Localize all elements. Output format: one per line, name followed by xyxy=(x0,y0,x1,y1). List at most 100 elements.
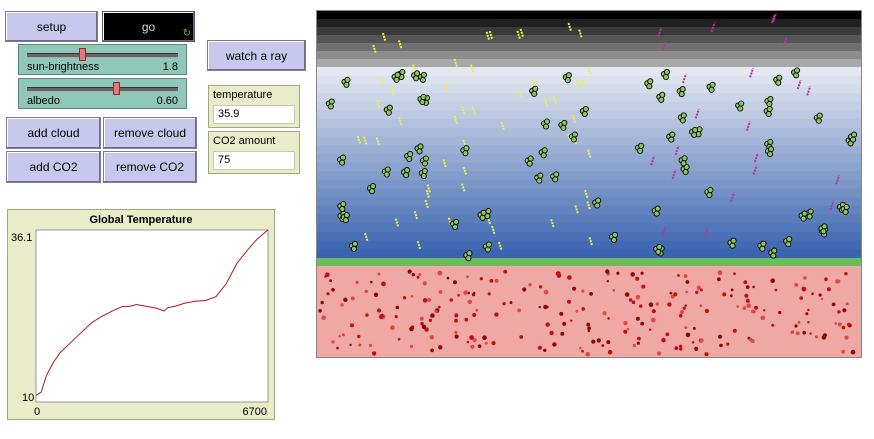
heat-dot xyxy=(517,308,521,313)
heat-dot xyxy=(494,278,499,283)
heat-dot xyxy=(466,340,470,344)
heat-dot xyxy=(795,331,800,336)
sky-band xyxy=(317,136,861,147)
heat-dot xyxy=(482,335,487,341)
heat-dot xyxy=(778,310,782,315)
heat-dot xyxy=(837,310,841,314)
sunray xyxy=(488,30,494,40)
sunray xyxy=(584,189,589,199)
albedo-slider[interactable]: albedo 0.60 xyxy=(18,78,187,109)
heat-dot xyxy=(722,292,727,297)
ground-strip xyxy=(317,258,861,266)
heat-dot xyxy=(364,289,368,294)
heat-dot xyxy=(694,346,699,351)
heat-dot xyxy=(824,277,828,282)
co2-molecule xyxy=(482,241,492,253)
slider-thumb[interactable] xyxy=(78,48,86,61)
heat-dot xyxy=(596,338,601,343)
sunray xyxy=(376,99,381,109)
sunray xyxy=(462,166,468,176)
heat-dot xyxy=(502,302,506,306)
sun-brightness-slider[interactable]: sun-brightness 1.8 xyxy=(18,44,187,75)
co2-molecule xyxy=(550,171,560,183)
x-min-label: 0 xyxy=(34,406,40,418)
heat-dot xyxy=(336,346,339,350)
sunray xyxy=(500,121,505,131)
sunray xyxy=(453,58,458,68)
heat-dot xyxy=(641,284,646,289)
heat-dot xyxy=(677,274,680,277)
co2-molecule xyxy=(727,237,737,249)
heat-dot xyxy=(487,292,491,296)
sunray xyxy=(485,31,491,41)
infrared-rays xyxy=(650,12,841,238)
heat-dot xyxy=(428,318,433,322)
co2-molecule xyxy=(540,118,551,130)
sky-band xyxy=(317,179,861,190)
world-view[interactable] xyxy=(316,10,862,358)
sunray xyxy=(461,106,466,115)
heat-dot xyxy=(475,308,479,312)
heat-dot xyxy=(365,313,369,317)
heat-dot xyxy=(809,332,812,335)
co2-molecule xyxy=(768,247,778,259)
slider-track xyxy=(27,87,178,92)
co2-molecule xyxy=(704,186,714,199)
space-band xyxy=(317,11,861,20)
co2-molecule xyxy=(678,155,688,167)
setup-button[interactable]: setup xyxy=(5,11,98,42)
heat-dot xyxy=(704,352,709,357)
co2-molecule xyxy=(848,131,858,143)
heat-dot xyxy=(350,323,354,328)
co2-molecule xyxy=(764,146,775,158)
sunray xyxy=(416,240,422,250)
infrared-ray xyxy=(772,12,778,23)
heat-dot xyxy=(570,319,573,322)
heat-dot xyxy=(635,316,640,321)
remove-cloud-button[interactable]: remove cloud xyxy=(103,117,197,149)
heat-dot xyxy=(826,287,831,292)
sunray xyxy=(426,184,431,193)
add-co2-button[interactable]: add CO2 xyxy=(6,151,101,183)
heat-dot xyxy=(446,276,450,280)
sunray xyxy=(442,159,447,168)
heat-dot xyxy=(696,285,701,290)
space-band xyxy=(317,27,861,36)
heat-dot xyxy=(545,322,550,327)
heat-dot xyxy=(453,280,457,285)
heat-dot xyxy=(612,289,616,292)
heat-dot xyxy=(635,276,640,281)
heat-dot xyxy=(454,318,458,323)
co2-molecule xyxy=(653,243,663,255)
heat-dot xyxy=(477,344,482,349)
heat-dot xyxy=(411,272,415,277)
heat-dot xyxy=(736,305,740,308)
heat-dot xyxy=(841,349,846,354)
co2-molecule xyxy=(417,93,427,106)
go-button[interactable]: go ↻ xyxy=(102,11,195,42)
co2-molecule xyxy=(735,100,745,112)
heat-dot xyxy=(546,305,549,309)
remove-co2-button[interactable]: remove CO2 xyxy=(103,151,197,183)
heat-dot xyxy=(746,303,751,309)
heat-dot xyxy=(803,276,807,280)
heat-dot xyxy=(321,315,326,321)
co2-molecule xyxy=(340,212,350,224)
sunray xyxy=(364,232,369,242)
add-cloud-button[interactable]: add cloud xyxy=(6,117,101,149)
temperature-monitor: temperature 35.9 xyxy=(208,85,300,128)
heat-dot xyxy=(370,280,373,284)
heat-dot xyxy=(699,304,703,308)
sunray xyxy=(372,44,377,54)
co2-molecule xyxy=(524,155,534,167)
sky-band xyxy=(317,249,861,259)
heat-dot xyxy=(837,322,842,327)
sunray xyxy=(574,205,579,214)
slider-thumb[interactable] xyxy=(113,82,121,95)
co2-molecule xyxy=(813,112,823,124)
heat-dot xyxy=(409,326,414,332)
heat-dot xyxy=(607,349,613,355)
heat-dot xyxy=(567,275,572,280)
watch-a-ray-button[interactable]: watch a ray xyxy=(207,40,306,71)
heat-dot xyxy=(684,304,687,307)
